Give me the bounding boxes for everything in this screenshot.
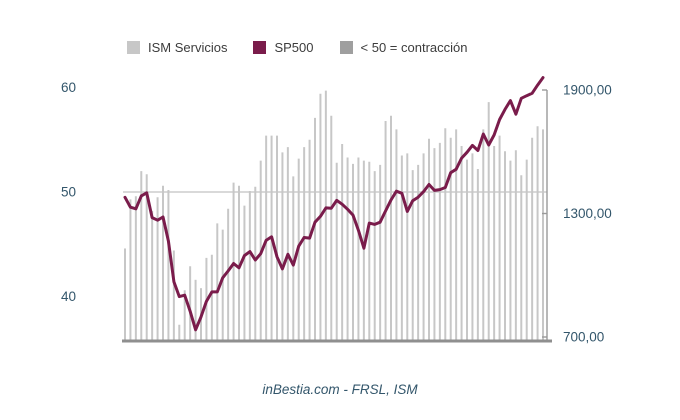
sp500-line	[123, 76, 545, 332]
source-caption: inBestia.com - FRSL, ISM	[262, 382, 418, 397]
sp500-swatch-icon	[253, 41, 267, 54]
right-axis	[542, 89, 548, 340]
ism-servicios-swatch-icon	[127, 41, 140, 54]
left-axis-tick-label: 40	[61, 289, 76, 304]
legend-item-sp500: SP500	[253, 40, 314, 55]
right-axis-tick-label: 1900,00	[563, 83, 612, 98]
left-axis-tick-label: 60	[61, 80, 76, 95]
legend-item-ism-servicios: ISM Servicios	[127, 40, 227, 55]
right-axis-tick-label: 700,00	[563, 330, 604, 345]
left-axis-tick-labels: 40 50 60	[61, 80, 76, 304]
ism-servicios-bars	[124, 90, 544, 340]
contraction-swatch-icon	[339, 41, 353, 54]
right-axis-tick-labels: 700,00 1300,00 1900,00	[563, 83, 612, 345]
legend-item-contraction-note: < 50 = contracción	[339, 40, 468, 55]
legend-label-ism-servicios: ISM Servicios	[148, 40, 228, 55]
legend: ISM Servicios SP500 < 50 = contracción	[127, 40, 467, 55]
left-axis-tick-label: 50	[61, 185, 76, 200]
right-axis-tick-label: 1300,00	[563, 206, 612, 221]
legend-label-sp500: SP500	[274, 40, 314, 55]
legend-label-contraction-note: < 50 = contracción	[360, 40, 468, 55]
